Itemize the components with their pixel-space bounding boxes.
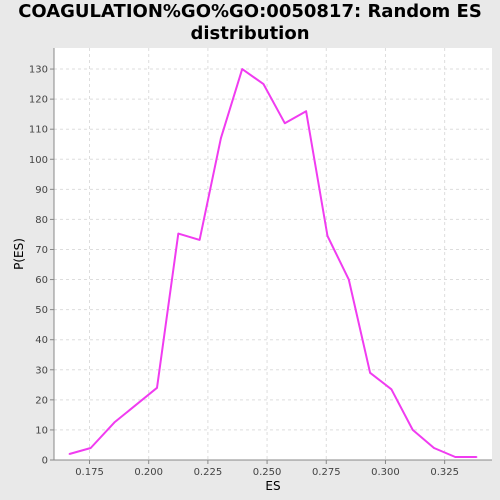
- y-tick-label: 90: [35, 185, 48, 196]
- y-tick-label: 130: [29, 65, 48, 76]
- y-tick-label: 10: [35, 425, 48, 436]
- data-point: [305, 110, 307, 112]
- y-tick-label: 80: [35, 215, 48, 226]
- y-tick-label: 70: [35, 245, 48, 256]
- y-tick-label: 20: [35, 395, 48, 406]
- x-axis-label: ES: [265, 479, 280, 493]
- y-tick-label: 120: [29, 95, 48, 106]
- x-tick-label: 0.275: [312, 467, 341, 478]
- data-point: [433, 447, 435, 449]
- data-point: [220, 137, 222, 139]
- x-tick-label: 0.175: [75, 467, 104, 478]
- x-tick-label: 0.325: [430, 467, 459, 478]
- y-tick-label: 30: [35, 365, 48, 376]
- data-point: [455, 456, 457, 458]
- data-point: [476, 456, 478, 458]
- data-point: [263, 83, 265, 85]
- data-point: [284, 122, 286, 124]
- data-point: [391, 389, 393, 391]
- y-axis-label: P(ES): [12, 238, 26, 270]
- data-point: [199, 239, 201, 241]
- x-tick-label: 0.250: [253, 467, 282, 478]
- y-tick-label: 40: [35, 335, 48, 346]
- data-point: [69, 453, 71, 455]
- data-point: [90, 447, 92, 449]
- y-tick-label: 0: [42, 456, 48, 467]
- y-tick-label: 50: [35, 305, 48, 316]
- data-point: [369, 372, 371, 374]
- data-point: [156, 387, 158, 389]
- data-point: [241, 68, 243, 70]
- data-point: [412, 429, 414, 431]
- plot-area: [54, 48, 492, 460]
- data-point: [327, 235, 329, 237]
- y-tick-label: 100: [29, 155, 48, 166]
- y-tick-label: 110: [29, 125, 48, 136]
- data-point: [348, 279, 350, 281]
- y-tick-label: 60: [35, 275, 48, 286]
- x-tick-label: 0.200: [134, 467, 163, 478]
- x-tick-label: 0.225: [194, 467, 223, 478]
- x-tick-label: 0.300: [371, 467, 400, 478]
- data-point: [114, 422, 116, 424]
- data-point: [177, 233, 179, 235]
